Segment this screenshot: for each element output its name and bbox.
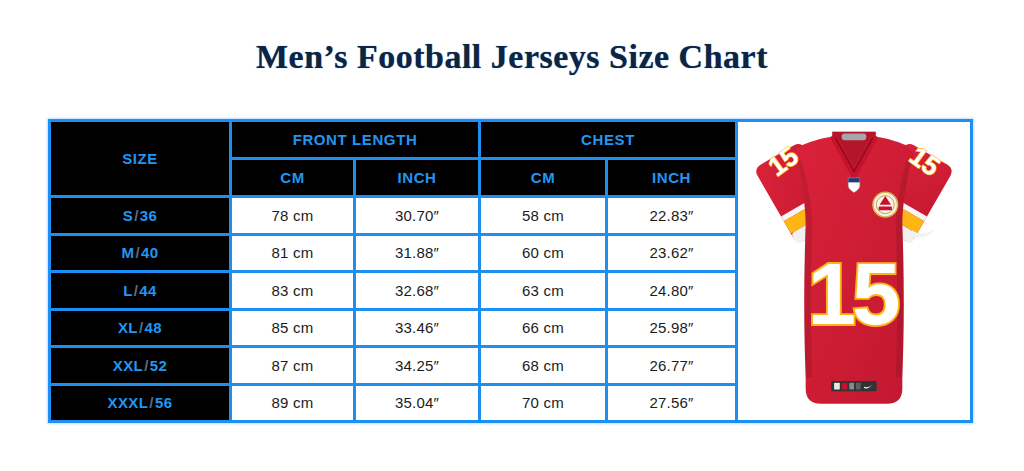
header-front-inch: INCH	[356, 160, 478, 195]
front-cm-value: 85 cm	[232, 311, 353, 346]
size-slash: /	[138, 319, 145, 336]
size-name: XXXL	[108, 394, 149, 411]
front-cm-value: 83 cm	[232, 273, 353, 308]
front-inch-value: 35.04″	[356, 386, 478, 421]
size-number: 48	[145, 319, 163, 336]
chest-inch-value: 22.83″	[608, 198, 735, 233]
front-inch-value: 31.88″	[356, 236, 478, 271]
chest-cm-value: 58 cm	[481, 198, 605, 233]
size-number: 40	[141, 244, 159, 261]
size-slash: /	[143, 357, 150, 374]
size-name: XL	[118, 319, 138, 336]
front-inch-value: 32.68″	[356, 273, 478, 308]
header-chest-inch: INCH	[608, 160, 735, 195]
front-inch-value: 30.70″	[356, 198, 478, 233]
chest-cm-value: 66 cm	[481, 311, 605, 346]
size-chart-page: Men’s Football Jerseys Size Chart SIZE F…	[0, 0, 1024, 471]
size-number: 36	[140, 207, 158, 224]
jocktag	[831, 381, 876, 391]
size-slash: /	[133, 207, 140, 224]
chest-cm-value: 63 cm	[481, 273, 605, 308]
front-cm-value: 78 cm	[232, 198, 353, 233]
team-patch-icon	[873, 192, 898, 217]
chest-inch-value: 24.80″	[608, 273, 735, 308]
size-label: M/40	[51, 236, 229, 271]
size-name: M	[122, 244, 135, 261]
size-label: XXXL/56	[51, 386, 229, 421]
jersey-graphic: 15 15 15	[745, 127, 963, 415]
header-chest: CHEST	[481, 122, 735, 157]
header-chest-cm: CM	[481, 160, 605, 195]
chest-cm-value: 70 cm	[481, 386, 605, 421]
size-label: L/44	[51, 273, 229, 308]
chest-number: 15	[807, 245, 899, 342]
size-label: XXL/52	[51, 348, 229, 383]
size-chart-table: SIZE FRONT LENGTH CHEST CM INCH CM INCH …	[48, 119, 973, 423]
size-name: S	[123, 207, 133, 224]
size-number: 52	[150, 357, 168, 374]
front-cm-value: 87 cm	[232, 348, 353, 383]
chest-cm-value: 60 cm	[481, 236, 605, 271]
chest-inch-value: 23.62″	[608, 236, 735, 271]
page-title: Men’s Football Jerseys Size Chart	[0, 38, 1024, 76]
chest-inch-value: 27.56″	[608, 386, 735, 421]
size-slash: /	[148, 394, 155, 411]
front-inch-value: 33.46″	[356, 311, 478, 346]
size-number: 56	[155, 394, 173, 411]
front-cm-value: 81 cm	[232, 236, 353, 271]
chest-cm-value: 68 cm	[481, 348, 605, 383]
header-front-length: FRONT LENGTH	[232, 122, 478, 157]
chest-inch-value: 26.77″	[608, 348, 735, 383]
jersey-back-collar-strip	[842, 134, 867, 141]
header-size: SIZE	[51, 122, 229, 195]
size-name: L	[123, 282, 133, 299]
header-front-cm: CM	[232, 160, 353, 195]
front-cm-value: 89 cm	[232, 386, 353, 421]
jersey-photo: 15 15 15	[738, 122, 970, 420]
chest-inch-value: 25.98″	[608, 311, 735, 346]
size-slash: /	[134, 244, 141, 261]
size-slash: /	[133, 282, 140, 299]
size-label: S/36	[51, 198, 229, 233]
size-name: XXL	[113, 357, 143, 374]
front-inch-value: 34.25″	[356, 348, 478, 383]
size-label: XL/48	[51, 311, 229, 346]
size-number: 44	[139, 282, 157, 299]
